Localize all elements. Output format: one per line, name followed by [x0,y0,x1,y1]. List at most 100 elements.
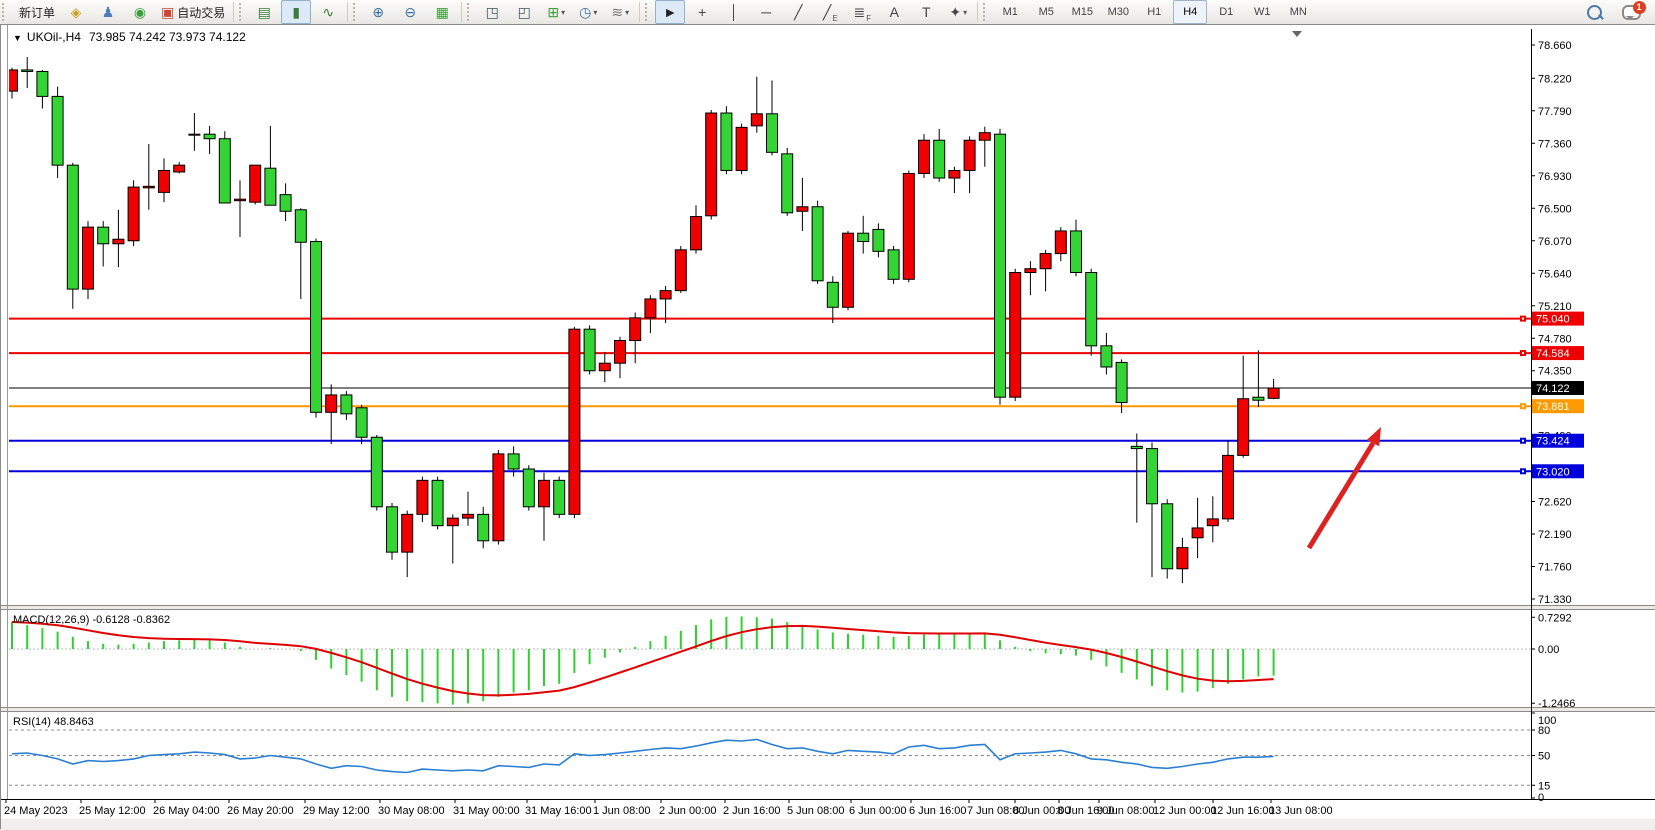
toolbar-grip[interactable] [467,3,474,21]
time-axis[interactable]: 24 May 2023 25 May 12:00 26 May 04:00 26 Ma… [1,799,1655,830]
time-tick-label: 13 Jun 08:00 [1269,805,1333,817]
bull-candle [158,169,170,193]
bull-candle [978,132,991,141]
price-badge [1532,433,1584,448]
horizontal-line-button[interactable]: ─ [751,0,781,24]
tf-m5-button[interactable]: M5 [1038,6,1054,18]
rsi-axis-tick: 100 [1538,715,1556,727]
cursor-button[interactable]: ► [655,0,686,24]
crosshair-button[interactable]: + [687,0,717,24]
auto-scroll-button[interactable]: ◳ [477,0,507,24]
bear-candle [1100,345,1113,368]
bull-candle [796,206,809,212]
tf-m30-button[interactable]: M30 [1107,6,1129,18]
vertical-line-button[interactable]: │ [719,0,749,24]
profiles-button[interactable]: ◷ ▾ [573,0,603,24]
bull-candle [644,298,657,319]
autotrading-button[interactable]: ▣ 自动交易 [157,0,229,24]
chart-shift-button[interactable]: ◰ [509,0,539,24]
tf-h1-button[interactable]: H1 [1147,6,1162,18]
notifications-button[interactable]: 1 [1616,0,1646,24]
macd-axis-tick: -1.2466 [1538,698,1575,710]
price-tick: 72.620 [1538,497,1572,509]
chart-canvas[interactable]: 78.660 78.220 77.790 77.360 76.930 76.500 76.0… [1,25,1655,830]
bull-candle [598,362,611,372]
trendline-button[interactable]: ╱ [783,0,813,24]
tf-m15-button[interactable]: M15 [1071,6,1093,18]
text-icon: A [889,4,899,20]
bear-candle [264,167,277,206]
price-badge [1532,399,1584,414]
tf-mn-button[interactable]: MN [1289,6,1307,18]
new-order-button[interactable]: 新订单 [12,0,59,24]
time-tick-label: 29 May 12:00 [303,805,370,817]
time-tick-label: 31 May 16:00 [525,805,592,817]
chart-shift-marker[interactable] [1292,31,1302,37]
candlestick-chart-button[interactable]: ▮ [281,0,312,24]
accounts-icon-icon: ♟ [101,4,115,20]
zoom-out-button[interactable]: ⊖ [395,0,425,24]
bull-candle [659,290,672,300]
equidistant-channel-button[interactable]: ╱ E [815,0,845,24]
zoom-in-button[interactable]: ⊕ [363,0,393,24]
line-chart-button[interactable]: ∿ [313,0,343,24]
tf-h4-button[interactable]: H4 [1173,0,1208,24]
pane-splitter[interactable] [1,707,1655,712]
toolbar-grip[interactable] [353,3,360,21]
price-badge-label: 74.122 [1536,383,1570,395]
bar-chart-icon: ▤ [257,4,271,20]
fibonacci-button[interactable]: ≣ F [847,0,877,24]
pane-splitter[interactable] [1,605,1655,610]
toolbar-grip[interactable] [239,3,246,21]
accounts-icon[interactable]: ♟ [93,0,123,24]
tf-w1-button[interactable]: W1 [1254,6,1271,18]
bar-chart-button[interactable]: ▤ [249,0,279,24]
indicators-button[interactable]: ≋ ▾ [605,0,635,24]
bull-candle [902,172,915,280]
bear-candle [507,453,520,470]
text-button[interactable]: A [879,0,909,24]
bull-candle [842,232,854,308]
chart-menu-icon[interactable]: ▼ [13,33,22,43]
equidistant-channel-icon: ╱ [822,4,832,20]
toolbar-grip[interactable] [983,3,990,21]
time-tick-label: 6 Jun 16:00 [909,805,967,817]
toolbar-grip[interactable] [2,3,9,21]
bear-candle [386,506,398,553]
rsi-axis-tick: 0 [1538,792,1544,804]
time-tick-label: 9 Jun 08:00 [1097,805,1155,817]
text-label-button[interactable]: T [911,0,941,24]
dropdown-caret-icon[interactable]: ▾ [561,7,566,17]
autotrading-icon: ▣ [161,4,175,20]
tile-windows-button[interactable]: ▦ [427,0,457,24]
main-toolbar: 新订单 ◈ ♟ ◉ ▣ 自动交易 ▤ ▮ ∿ ⊕ ⊖ ▦ ◳ ◰ ⊞ ▾ ◷ ▾ ≋ ▾ ► + │ ─ ╱ ╱ E ≣ F A T ✦ ▾ M1… [0,0,1655,25]
dropdown-caret-icon[interactable]: ▾ [963,7,968,17]
tf-d1-button[interactable]: D1 [1219,6,1234,18]
signal-icon[interactable]: ◉ [125,0,155,24]
dropdown-caret-icon[interactable]: ▾ [593,7,598,17]
price-tick: 72.190 [1538,529,1572,541]
new-chart-button[interactable]: ⊞ ▾ [541,0,571,24]
search-button[interactable] [1579,0,1609,24]
price-tick: 71.760 [1538,562,1572,574]
bull-candle [325,394,338,413]
trend-arrow-annotation[interactable] [1306,427,1381,550]
tile-windows-icon: ▦ [435,4,449,20]
bear-candle [811,206,824,282]
price-badge [1532,311,1584,326]
arrows-tool-button[interactable]: ✦ ▾ [943,0,973,24]
bull-candle [948,169,961,179]
tf-m1-button[interactable]: M1 [1002,6,1018,18]
time-tick-label: 5 Jun 08:00 [787,805,845,817]
bull-candle [1176,547,1189,570]
text-label-icon: T [921,4,931,20]
bear-candle [477,513,490,542]
macd-pane[interactable]: 0.7292 0.00 -1.2466 MACD(12,26,9) -0.6128 -… [9,612,1575,710]
chart-window[interactable]: ▼ UKOil-,H4 73.985 74.242 73.973 74.122 78… [0,24,1655,830]
toolbar-grip[interactable] [645,3,652,21]
bull-candle [234,198,246,202]
dropdown-caret-icon[interactable]: ▾ [625,7,630,17]
gold-deposit-icon[interactable]: ◈ [61,0,91,24]
price-badge [1532,346,1584,361]
